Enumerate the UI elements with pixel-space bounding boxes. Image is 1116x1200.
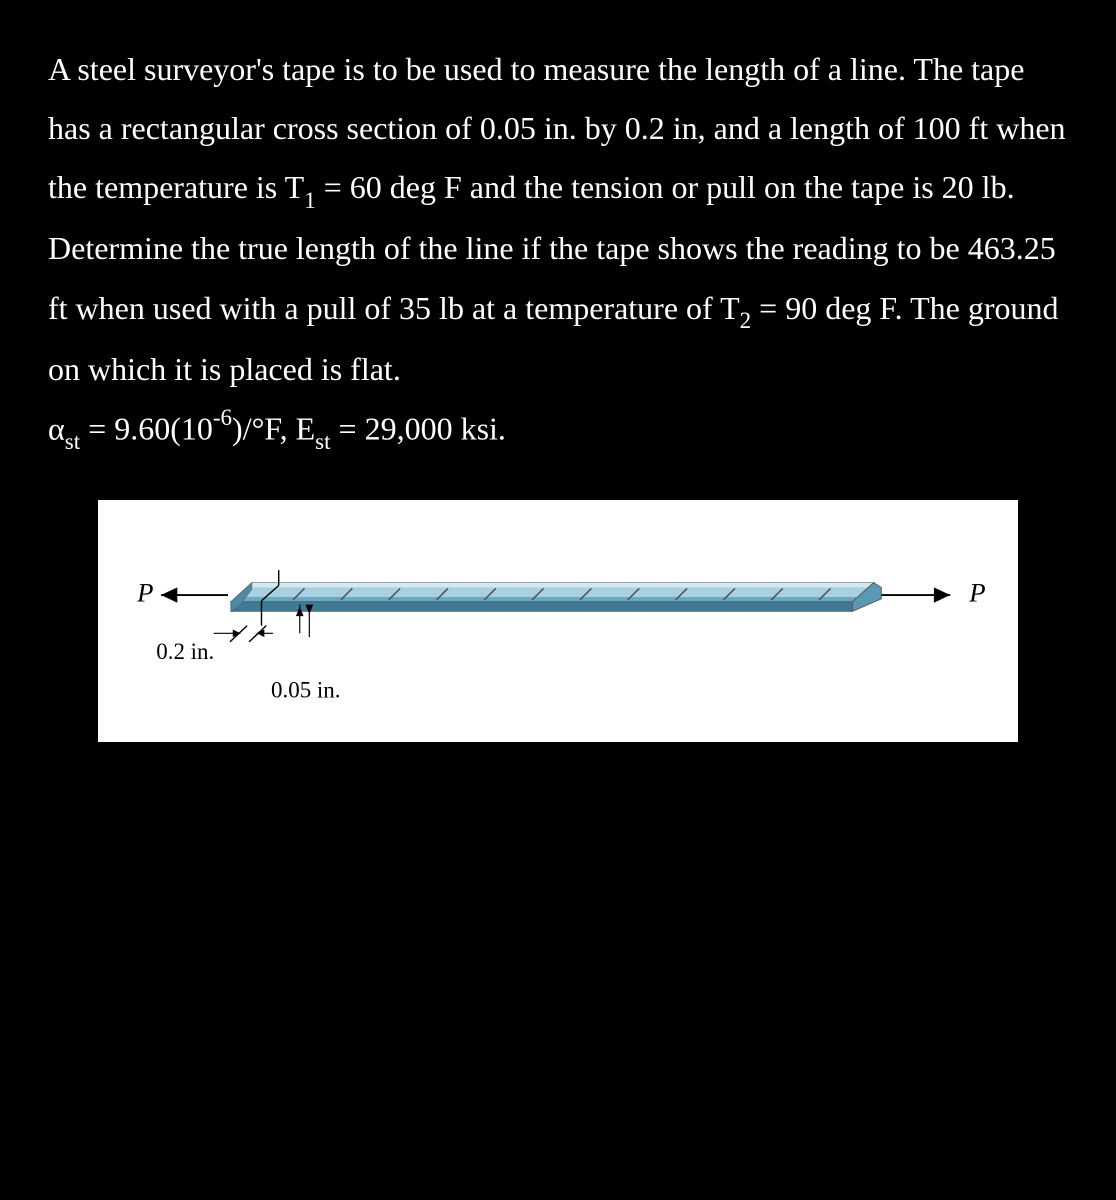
t1-subscript: 1 — [304, 187, 316, 213]
dim-width-text: 0.2 in. — [156, 640, 214, 665]
right-arrow-head — [934, 588, 950, 603]
dim-thick-text: 0.05 in. — [271, 678, 340, 703]
p-left-label: P — [136, 578, 153, 608]
tape-svg: P P — [118, 530, 998, 721]
tape-top-highlight — [247, 583, 873, 588]
problem-statement: A steel surveyor's tape is to be used to… — [48, 40, 1068, 460]
left-arrow-head — [161, 588, 177, 603]
p-right-label: P — [968, 578, 985, 608]
tape-front-face — [231, 602, 853, 612]
tape-top-shadow — [231, 597, 859, 602]
equation-mid2: )/°F, E — [232, 410, 315, 446]
t2-subscript: 2 — [740, 307, 752, 333]
e-subscript: st — [315, 428, 330, 454]
alpha-symbol: α — [48, 410, 65, 446]
equation-end: = 29,000 ksi. — [331, 410, 506, 446]
alpha-subscript: st — [65, 428, 80, 454]
tape-diagram: P P — [98, 500, 1018, 741]
exponent: -6 — [213, 404, 232, 430]
equation-mid1: = 9.60(10 — [80, 410, 213, 446]
